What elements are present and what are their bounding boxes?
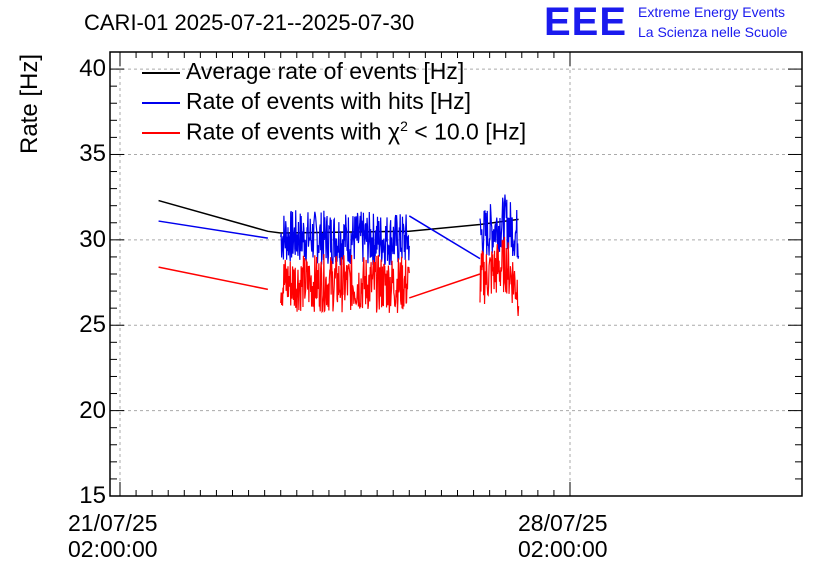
y-tick-label: 20 bbox=[79, 396, 106, 424]
y-tick-label: 30 bbox=[79, 225, 106, 253]
legend-hits: Rate of events with hits [Hz] bbox=[186, 88, 472, 114]
series-chi2-line bbox=[409, 273, 481, 299]
series-chi2-line bbox=[158, 266, 269, 291]
series-hits-band bbox=[280, 210, 410, 266]
legend-chi2-suffix: < 10.0 [Hz] bbox=[407, 118, 527, 145]
x-tick-date: 21/07/25 bbox=[68, 510, 158, 536]
series-hits-line bbox=[158, 220, 268, 239]
y-tick-label: 35 bbox=[79, 140, 106, 168]
x-tick-label: 28/07/25 02:00:00 bbox=[518, 510, 608, 562]
x-tick-time: 02:00:00 bbox=[518, 536, 608, 562]
legend-swatch-hits bbox=[142, 102, 180, 104]
logo-text-line-1: Extreme Energy Events bbox=[638, 4, 786, 20]
eee-logo: EEE bbox=[544, 0, 628, 44]
legend-chi2: Rate of events with χ2 < 10.0 [Hz] bbox=[186, 118, 526, 146]
y-axis-label: Rate [Hz] bbox=[16, 53, 43, 155]
y-tick-label: 40 bbox=[79, 55, 106, 83]
x-tick-time: 02:00:00 bbox=[68, 536, 158, 562]
chart-title: CARI-01 2025-07-21--2025-07-30 bbox=[84, 10, 415, 35]
y-tick-label: 25 bbox=[79, 311, 106, 339]
y-tick-label: 15 bbox=[79, 482, 106, 509]
logo-text-line-2: La Scienza nelle Scuole bbox=[638, 24, 788, 40]
series-hits-band bbox=[479, 194, 520, 259]
series-hits-line bbox=[408, 215, 481, 260]
legend-chi2-exponent: 2 bbox=[400, 118, 408, 134]
legend-chi2-symbol: χ bbox=[388, 118, 401, 145]
legend-chi2-prefix: Rate of events with bbox=[186, 118, 388, 145]
legend-swatch-average bbox=[142, 72, 180, 74]
legend-swatch-chi2 bbox=[142, 132, 180, 134]
legend-average: Average rate of events [Hz] bbox=[186, 58, 465, 84]
x-tick-label: 21/07/25 02:00:00 bbox=[68, 510, 158, 562]
x-tick-date: 28/07/25 bbox=[518, 510, 608, 536]
series-chi2-band bbox=[479, 236, 520, 316]
series-chi2-band bbox=[280, 254, 410, 314]
